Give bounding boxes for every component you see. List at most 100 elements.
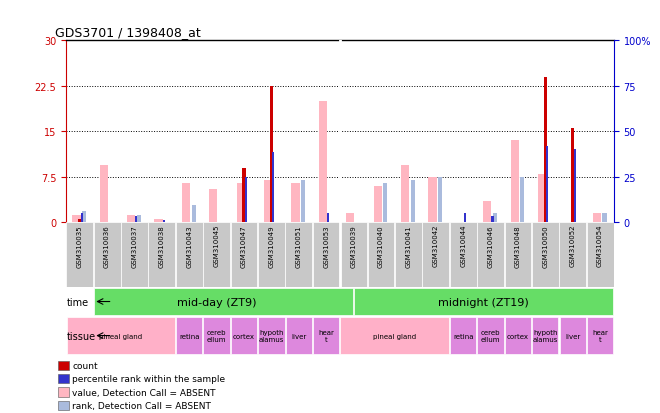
- Text: GSM310043: GSM310043: [186, 224, 192, 267]
- Bar: [483, 202, 491, 223]
- Text: tissue: tissue: [66, 331, 96, 341]
- Bar: [383, 183, 387, 223]
- Text: GSM310040: GSM310040: [378, 224, 384, 267]
- Text: time: time: [66, 297, 88, 307]
- Bar: [346, 214, 354, 223]
- Bar: [209, 189, 217, 223]
- Bar: [368, 223, 395, 287]
- Text: cortex: cortex: [233, 333, 255, 339]
- Text: GSM310041: GSM310041: [405, 224, 411, 267]
- Bar: [538, 174, 546, 223]
- Text: GSM310048: GSM310048: [515, 224, 521, 267]
- Bar: [532, 223, 559, 287]
- Bar: [313, 318, 339, 354]
- Bar: [477, 223, 504, 287]
- Text: midnight (ZT19): midnight (ZT19): [438, 297, 529, 307]
- Bar: [505, 318, 531, 354]
- Bar: [272, 153, 275, 223]
- Bar: [354, 289, 613, 315]
- Bar: [258, 318, 284, 354]
- Bar: [135, 216, 137, 223]
- Bar: [237, 183, 245, 223]
- Bar: [78, 219, 81, 223]
- Bar: [292, 183, 300, 223]
- Bar: [574, 150, 576, 223]
- Bar: [560, 318, 586, 354]
- Bar: [286, 318, 312, 354]
- Text: hypoth
alamus: hypoth alamus: [259, 329, 284, 342]
- Bar: [203, 223, 230, 287]
- Bar: [162, 221, 165, 223]
- Text: GSM310050: GSM310050: [543, 224, 548, 267]
- Bar: [121, 223, 148, 287]
- Bar: [230, 223, 257, 287]
- Bar: [422, 223, 449, 287]
- Text: GSM310039: GSM310039: [350, 224, 356, 267]
- Text: hear
t: hear t: [318, 329, 334, 342]
- Bar: [301, 180, 306, 223]
- Bar: [477, 318, 504, 354]
- Bar: [59, 387, 69, 397]
- Text: liver: liver: [565, 333, 580, 339]
- Bar: [258, 223, 285, 287]
- Text: GSM310042: GSM310042: [433, 224, 439, 267]
- Bar: [59, 361, 69, 370]
- Text: cereb
ellum: cereb ellum: [480, 329, 500, 342]
- Bar: [94, 289, 353, 315]
- Bar: [411, 180, 415, 223]
- Text: GSM310044: GSM310044: [460, 224, 466, 267]
- Text: GSM310036: GSM310036: [104, 224, 110, 267]
- Text: GSM310052: GSM310052: [570, 224, 576, 267]
- Bar: [327, 214, 329, 223]
- Text: value, Detection Call = ABSENT: value, Detection Call = ABSENT: [73, 388, 216, 396]
- Text: GSM310038: GSM310038: [159, 224, 165, 267]
- Text: hypoth
alamus: hypoth alamus: [533, 329, 558, 342]
- Bar: [587, 223, 614, 287]
- Bar: [242, 168, 246, 223]
- Text: GSM310045: GSM310045: [214, 224, 220, 267]
- Bar: [449, 223, 477, 287]
- Bar: [67, 318, 175, 354]
- Bar: [137, 215, 141, 223]
- Bar: [450, 318, 477, 354]
- Bar: [148, 223, 176, 287]
- Text: retina: retina: [453, 333, 473, 339]
- Text: pineal gland: pineal gland: [373, 333, 416, 339]
- Bar: [66, 223, 93, 287]
- Text: hear
t: hear t: [592, 329, 608, 342]
- Text: count: count: [73, 361, 98, 370]
- Bar: [401, 165, 409, 223]
- Bar: [511, 141, 519, 223]
- Bar: [154, 219, 162, 223]
- Text: cortex: cortex: [507, 333, 529, 339]
- Bar: [464, 214, 466, 223]
- Text: GSM310046: GSM310046: [488, 224, 494, 267]
- Bar: [491, 216, 494, 223]
- Text: GSM310051: GSM310051: [296, 224, 302, 267]
- Bar: [176, 318, 203, 354]
- Bar: [593, 214, 601, 223]
- Text: percentile rank within the sample: percentile rank within the sample: [73, 374, 226, 383]
- Bar: [285, 223, 312, 287]
- Bar: [100, 165, 108, 223]
- Bar: [438, 177, 442, 223]
- Bar: [587, 318, 613, 354]
- Bar: [340, 223, 367, 287]
- Text: GSM310054: GSM310054: [597, 224, 603, 267]
- Bar: [59, 374, 69, 383]
- Text: GSM310047: GSM310047: [241, 224, 247, 267]
- Bar: [313, 223, 340, 287]
- Bar: [59, 401, 69, 411]
- Text: GSM310049: GSM310049: [269, 224, 275, 267]
- Text: retina: retina: [179, 333, 199, 339]
- Text: GSM310037: GSM310037: [131, 224, 137, 267]
- Text: GDS3701 / 1398408_at: GDS3701 / 1398408_at: [55, 26, 201, 39]
- Text: mid-day (ZT9): mid-day (ZT9): [177, 297, 256, 307]
- Bar: [176, 223, 203, 287]
- Bar: [395, 223, 422, 287]
- Bar: [245, 177, 247, 223]
- Bar: [532, 318, 558, 354]
- Bar: [603, 214, 607, 223]
- Bar: [191, 206, 196, 223]
- Text: GSM310053: GSM310053: [323, 224, 329, 267]
